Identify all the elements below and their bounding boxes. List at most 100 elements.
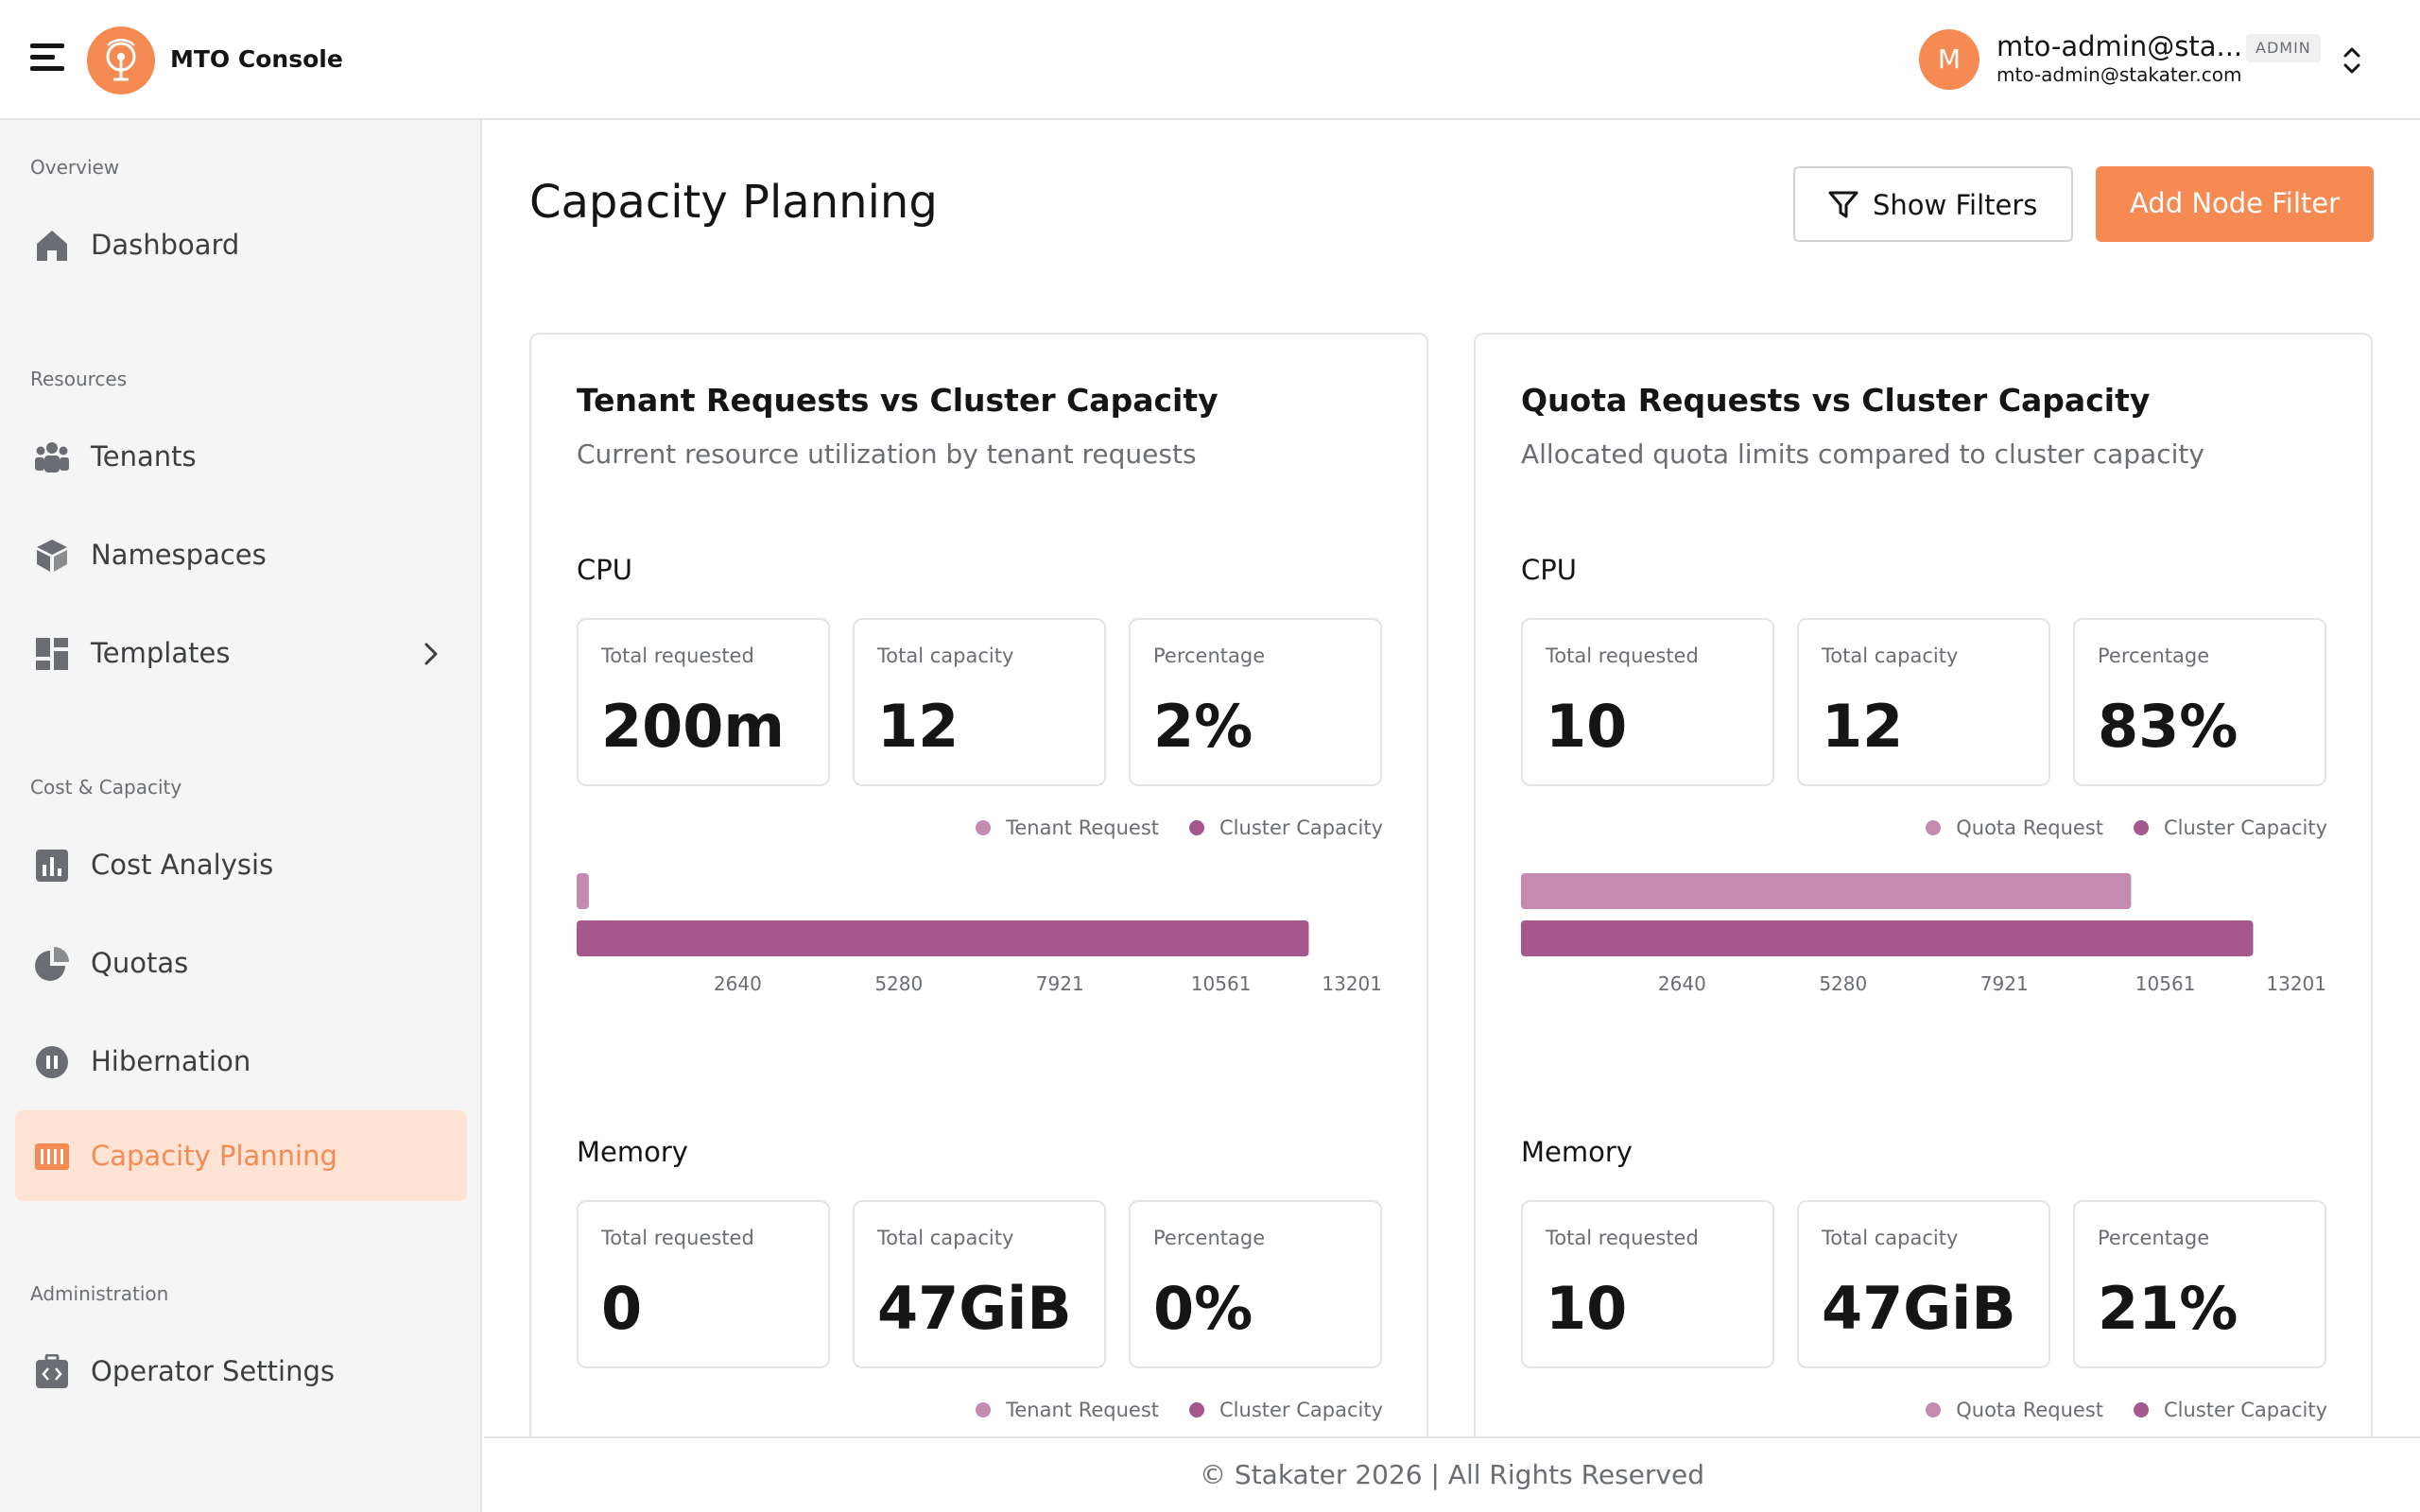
bar-tenant-request[interactable] (577, 873, 589, 909)
pie-chart-icon (35, 947, 69, 981)
section-label-cost-capacity: Cost & Capacity (30, 776, 182, 799)
user-email: mto-admin@stakater.com (1996, 63, 2242, 86)
legend-item-request[interactable]: Quota Request (1926, 816, 2103, 839)
sidebar-item-label: Quotas (91, 947, 189, 979)
metric-label: Total requested (1546, 644, 1699, 667)
x-tick-label: 13201 (1322, 972, 1382, 995)
legend-item-request[interactable]: Tenant Request (976, 816, 1159, 839)
metric-label: Total requested (601, 644, 754, 667)
user-avatar[interactable]: M (1919, 29, 1979, 90)
menu-icon[interactable] (30, 43, 64, 74)
metric-label: Total requested (1546, 1227, 1699, 1249)
app-title[interactable]: MTO Console (170, 45, 343, 73)
legend-label: Cluster Capacity (2164, 1399, 2327, 1421)
metric-card: Total capacity 47GiB (853, 1200, 1106, 1368)
legend-dot (1189, 820, 1205, 835)
legend-dot (976, 820, 992, 835)
x-tick-label: 2640 (1658, 972, 1706, 995)
metric-label: Total capacity (877, 1227, 1014, 1249)
sidebar-item-label: Hibernation (91, 1045, 251, 1077)
sidebar-item-label: Cost Analysis (91, 849, 274, 881)
footer-text: © Stakater 2026 | All Rights Reserved (1200, 1459, 1704, 1490)
bar-quota-request[interactable] (1521, 873, 2132, 909)
metric-card: Total capacity 12 (853, 618, 1106, 786)
x-tick-label: 5280 (1819, 972, 1867, 995)
metric-label: Percentage (1153, 1227, 1266, 1249)
logo-icon (106, 39, 136, 81)
metric-card: Total capacity 47GiB (1797, 1200, 2050, 1368)
role-badge: ADMIN (2246, 34, 2321, 62)
bar-cluster-capacity[interactable] (1521, 920, 2254, 956)
metric-value: 2% (1153, 692, 1253, 761)
metric-label: Percentage (2098, 1227, 2210, 1249)
bar-chart-icon (36, 850, 68, 882)
sidebar-item-capacity-planning[interactable]: Capacity Planning (15, 1110, 467, 1201)
cpu-section-title: CPU (577, 554, 632, 586)
legend-item-capacity[interactable]: Cluster Capacity (2134, 1399, 2327, 1421)
section-label-administration: Administration (30, 1282, 169, 1305)
x-tick-label: 5280 (874, 972, 923, 995)
legend-dot (2134, 1402, 2150, 1418)
metric-card: Percentage 0% (1129, 1200, 1382, 1368)
legend-item-capacity[interactable]: Cluster Capacity (1189, 816, 1383, 839)
metric-value: 47GiB (1822, 1274, 2016, 1343)
legend-label: Tenant Request (1006, 1399, 1160, 1421)
legend-item-capacity[interactable]: Cluster Capacity (2134, 816, 2327, 839)
chart-legend: Quota Request Cluster Capacity (1895, 815, 2327, 841)
user-name: mto-admin@sta... (1996, 30, 2243, 62)
metric-value: 200m (601, 692, 786, 761)
legend-dot (1189, 1402, 1205, 1418)
sidebar-item-tenants[interactable]: Tenants (15, 411, 467, 502)
legend-label: Quota Request (1956, 1399, 2104, 1421)
bar-cluster-capacity[interactable] (577, 920, 1309, 956)
legend-label: Quota Request (1956, 816, 2104, 839)
chevron-up-down-icon (2343, 47, 2360, 74)
metric-card: Total requested 10 (1521, 618, 1774, 786)
legend-item-request[interactable]: Tenant Request (976, 1399, 1159, 1421)
legend-item-capacity[interactable]: Cluster Capacity (1189, 1399, 1383, 1421)
sidebar-item-namespaces[interactable]: Namespaces (15, 509, 467, 600)
metric-label: Percentage (1153, 644, 1266, 667)
page-title: Capacity Planning (529, 176, 938, 229)
user-menu-toggle[interactable] (2335, 42, 2369, 79)
metric-label: Total capacity (1822, 1227, 1959, 1249)
legend-label: Tenant Request (1006, 816, 1160, 839)
chevron-right-icon[interactable] (420, 640, 442, 668)
legend-dot (1926, 820, 1942, 835)
card-title: Tenant Requests vs Cluster Capacity (577, 382, 1219, 419)
metric-value: 12 (877, 692, 959, 761)
tenant-requests-card: Tenant Requests vs Cluster Capacity Curr… (529, 333, 1428, 1476)
sidebar-item-operator-settings[interactable]: Operator Settings (15, 1326, 467, 1417)
x-tick-label: 10561 (2135, 972, 2196, 995)
app-logo[interactable] (87, 26, 155, 94)
section-label-resources: Resources (30, 368, 128, 390)
metric-card: Percentage 2% (1129, 618, 1382, 786)
pause-icon (36, 1046, 68, 1078)
sidebar-item-quotas[interactable]: Quotas (15, 918, 467, 1008)
x-tick-label: 7921 (1036, 972, 1084, 995)
chart-legend: Tenant Request Cluster Capacity (945, 1397, 1383, 1423)
show-filters-button[interactable]: Show Filters (1793, 166, 2073, 242)
legend-label: Cluster Capacity (1219, 816, 1383, 839)
sidebar-item-label: Operator Settings (91, 1355, 335, 1387)
sidebar-item-hibernation[interactable]: Hibernation (15, 1016, 467, 1107)
legend-item-request[interactable]: Quota Request (1926, 1399, 2103, 1421)
show-filters-label: Show Filters (1873, 189, 2038, 221)
sidebar-item-cost-analysis[interactable]: Cost Analysis (15, 819, 467, 910)
sidebar-item-templates[interactable]: Templates (15, 608, 467, 698)
top-header: MTO Console M mto-admin@sta... mto-admin… (0, 0, 2420, 120)
chart-legend: Quota Request Cluster Capacity (1895, 1397, 2327, 1423)
metric-card: Percentage 21% (2073, 1200, 2326, 1368)
legend-label: Cluster Capacity (2164, 816, 2327, 839)
sidebar-item-dashboard[interactable]: Dashboard (15, 199, 467, 290)
metric-label: Total capacity (877, 644, 1014, 667)
add-node-filter-label: Add Node Filter (2129, 187, 2341, 219)
sidebar-item-label: Dashboard (91, 229, 240, 261)
metric-card: Total capacity 12 (1797, 618, 2050, 786)
x-tick-label: 10561 (1191, 972, 1252, 995)
metric-value: 0 (601, 1274, 643, 1343)
legend-dot (2134, 820, 2150, 835)
quota-requests-card: Quota Requests vs Cluster Capacity Alloc… (1474, 333, 2373, 1476)
legend-dot (976, 1402, 992, 1418)
add-node-filter-button[interactable]: Add Node Filter (2096, 166, 2374, 242)
